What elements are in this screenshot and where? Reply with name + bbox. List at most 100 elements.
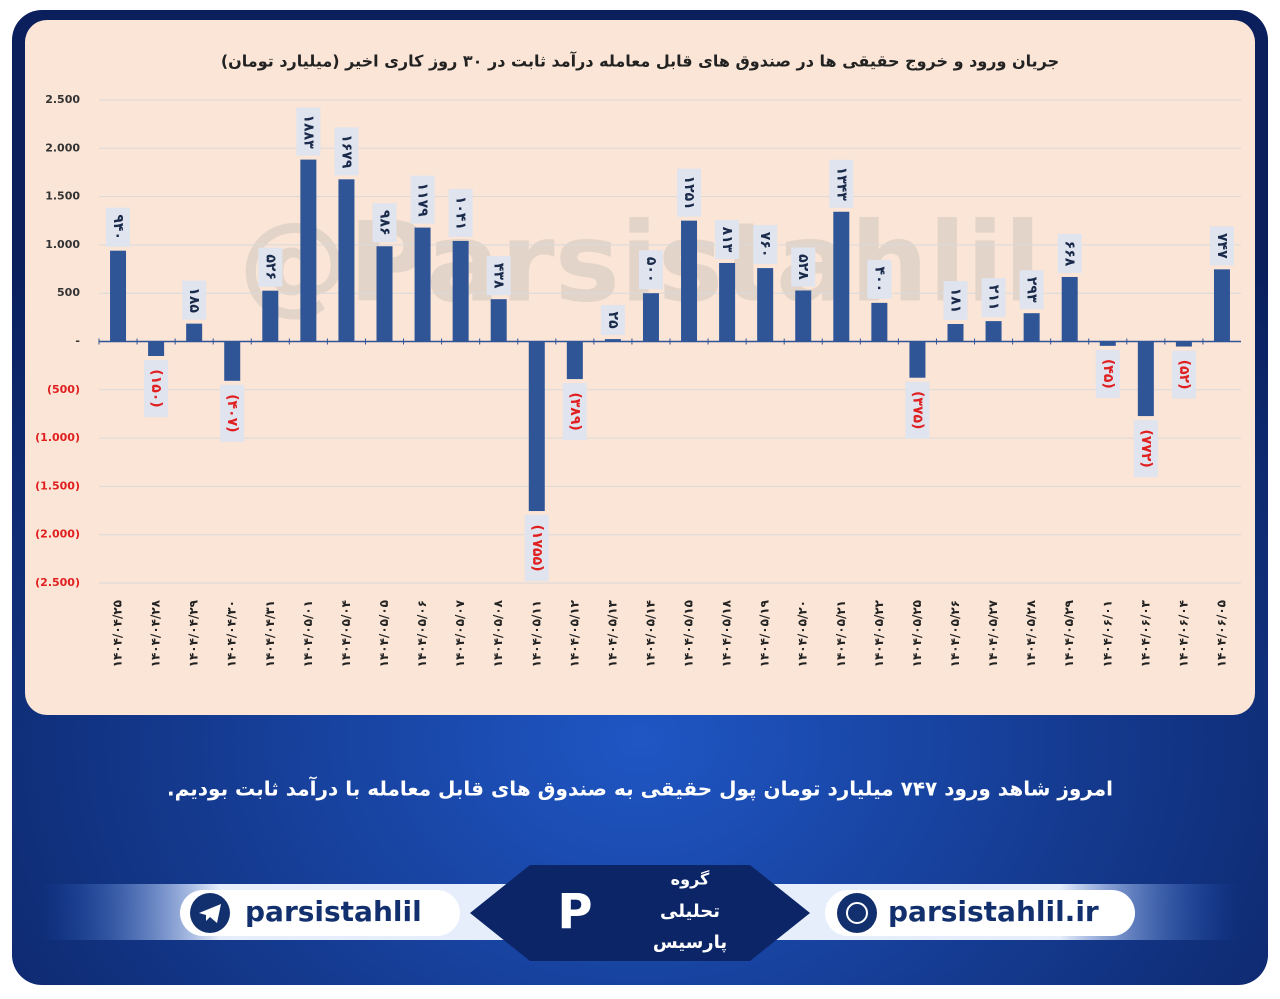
- x-tick-label: ۱۴۰۴/۰۵/۰۱: [301, 600, 315, 667]
- value-label-box: [220, 384, 245, 442]
- telegram-handle[interactable]: parsistahlil: [245, 895, 422, 928]
- logo-mark: P: [557, 884, 592, 940]
- value-label: (۵۲): [1176, 360, 1192, 390]
- bar: [795, 290, 812, 342]
- value-label-box: [182, 280, 207, 320]
- x-tick-label: ۱۴۰۴/۰۶/۰۱: [1100, 600, 1114, 667]
- x-tick-label: ۱۴۰۴/۰۵/۰۴: [339, 600, 353, 667]
- x-tick-label: ۱۴۰۴/۰۶/۰۴: [1176, 600, 1190, 667]
- value-label-box: [715, 219, 740, 259]
- x-tick-label: ۱۴۰۴/۰۵/۱۳: [605, 599, 619, 667]
- bar: [566, 341, 583, 380]
- x-tick-label: ۱۴۰۴/۰۵/۲۹: [1062, 599, 1076, 667]
- bar: [871, 302, 888, 342]
- bar: [414, 227, 431, 342]
- x-tick-label: ۱۴۰۴/۰۵/۱۹: [758, 599, 772, 667]
- x-tick-label: ۱۴۰۴/۰۴/۳۰: [225, 600, 239, 667]
- x-tick-label: ۱۴۰۴/۰۵/۲۵: [910, 600, 924, 667]
- x-tick-label: ۱۴۰۴/۰۵/۲۷: [986, 599, 1000, 667]
- bar: [110, 250, 127, 342]
- y-tick-label: 1.500: [45, 190, 80, 203]
- value-label: ۵۰۰: [643, 257, 659, 283]
- logo-text: پارسیس: [653, 932, 727, 953]
- value-label: ۱۸۸۳: [300, 115, 316, 150]
- value-label: ۹۴۰: [110, 214, 126, 240]
- value-label: (۳۷۵): [909, 391, 925, 429]
- value-label-box: [372, 203, 397, 243]
- value-label: ۲۱۱: [986, 285, 1002, 311]
- value-label-box: [600, 305, 625, 336]
- telegram-glyph: [199, 904, 221, 923]
- website[interactable]: parsistahlil.ir: [888, 895, 1099, 928]
- bar: [757, 268, 774, 342]
- value-label-box: [524, 515, 549, 582]
- x-tick-label: ۱۴۰۴/۰۵/۱۵: [682, 600, 696, 667]
- value-label-box: [486, 256, 511, 296]
- bar: [1137, 341, 1154, 417]
- y-tick-label: -: [75, 335, 80, 348]
- chart-panel: [25, 20, 1255, 715]
- value-label: ۷۴۷: [1214, 233, 1230, 259]
- x-tick-label: ۱۴۰۴/۰۶/۰۵: [1214, 600, 1228, 667]
- web-glyph: [846, 902, 868, 924]
- value-label-box: [1133, 420, 1158, 478]
- x-tick-label: ۱۴۰۴/۰۶/۰۳: [1138, 599, 1152, 667]
- y-tick-label: 1.000: [45, 238, 80, 251]
- value-label-box: [1171, 350, 1196, 399]
- value-label-box: [1057, 233, 1082, 273]
- bar: [300, 159, 317, 342]
- bar: [1175, 341, 1192, 347]
- logo-plate: [470, 865, 810, 961]
- x-tick-label: ۱۴۰۴/۰۵/۲۶: [948, 600, 962, 667]
- value-label: (۴۵): [1100, 359, 1116, 389]
- x-tick-label: ۱۴۰۴/۰۵/۲۸: [1024, 599, 1038, 667]
- value-label: ۱۸۵: [186, 287, 202, 313]
- x-tick-label: ۱۴۰۴/۰۵/۱۲: [567, 599, 581, 667]
- value-label: ۲۵: [605, 312, 621, 330]
- y-tick-label: (500): [47, 383, 80, 396]
- value-label: ۱۸۱: [948, 288, 964, 314]
- value-label: ۴۰۰: [871, 267, 887, 293]
- x-tick-label: ۱۴۰۴/۰۵/۲۱: [834, 600, 848, 667]
- y-tick-label: (2.500): [35, 576, 80, 589]
- value-label-box: [753, 225, 778, 265]
- bar: [909, 341, 926, 378]
- value-label: ۸۱۳: [719, 227, 735, 253]
- value-label-box: [562, 383, 587, 441]
- bar: [681, 220, 698, 342]
- y-tick-label: (1.500): [35, 479, 80, 492]
- bar: [148, 341, 165, 356]
- value-label: ۱۶۷۹: [338, 134, 354, 169]
- bar: [262, 290, 279, 342]
- value-label-box: [410, 175, 435, 224]
- website-pill: [825, 890, 1135, 936]
- x-tick-label: ۱۴۰۴/۰۴/۲۸: [149, 599, 163, 667]
- value-label-box: [867, 259, 892, 299]
- value-label-box: [448, 188, 473, 237]
- value-label: ۱۱۷۹: [415, 183, 431, 218]
- value-label: ۱۳۴۳: [833, 167, 849, 202]
- bar: [528, 341, 545, 512]
- value-label: ۹۸۶: [377, 210, 393, 236]
- y-tick-label: (1.000): [35, 431, 80, 444]
- bar: [642, 293, 659, 342]
- x-tick-label: ۱۴۰۴/۰۵/۱۴: [643, 600, 657, 667]
- bar: [947, 324, 964, 342]
- bar: [224, 341, 241, 381]
- value-label: ۵۲۶: [262, 254, 278, 280]
- bar: [186, 323, 203, 342]
- bar: [490, 299, 507, 342]
- caption: امروز شاهد ورود ۷۴۷ میلیارد تومان پول حق…: [167, 776, 1113, 802]
- y-tick-label: (2.000): [35, 528, 80, 541]
- bar: [719, 262, 736, 342]
- x-tick-label: ۱۴۰۴/۰۵/۱۸: [720, 599, 734, 667]
- value-label-box: [791, 247, 816, 287]
- value-label: ۱۰۴۱: [453, 196, 469, 230]
- value-label-box: [829, 159, 854, 208]
- bar: [833, 211, 850, 342]
- y-tick-label: 2.000: [45, 141, 80, 154]
- telegram-pill: [180, 890, 460, 936]
- value-label: ۵۲۸: [795, 254, 811, 280]
- value-label-box: [943, 281, 968, 321]
